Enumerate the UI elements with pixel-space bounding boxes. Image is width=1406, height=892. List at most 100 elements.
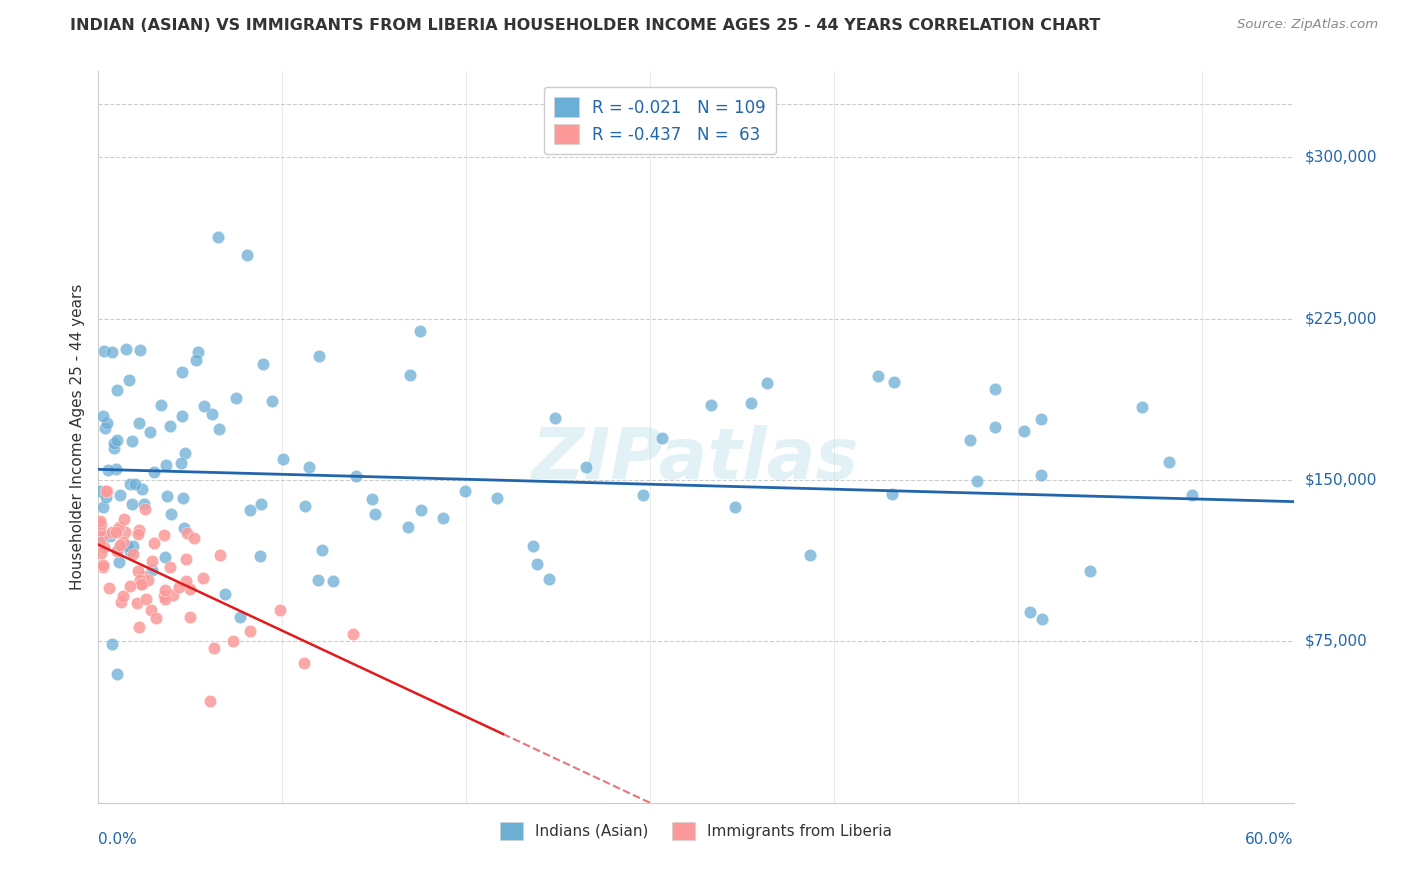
Point xyxy=(159,419,181,434)
Point xyxy=(139,425,162,439)
Point xyxy=(249,498,271,512)
Point xyxy=(134,502,156,516)
Text: ZIPatlas: ZIPatlas xyxy=(533,425,859,493)
Point xyxy=(273,452,295,467)
Point xyxy=(176,526,198,541)
Point xyxy=(983,382,1005,396)
Point xyxy=(408,324,430,338)
Point xyxy=(93,421,115,435)
Point xyxy=(307,573,329,587)
Point xyxy=(174,552,197,566)
Point xyxy=(1031,612,1053,626)
Point xyxy=(172,365,194,379)
Point xyxy=(193,399,215,413)
Point xyxy=(110,488,132,502)
Point xyxy=(143,536,166,550)
Point xyxy=(108,538,131,552)
Point xyxy=(360,491,382,506)
Point xyxy=(135,591,157,606)
Point xyxy=(156,489,179,503)
Point xyxy=(89,484,111,499)
Point xyxy=(153,549,176,564)
Point xyxy=(89,515,111,529)
Point xyxy=(396,520,419,534)
Point xyxy=(174,446,197,460)
Point xyxy=(131,576,153,591)
Point xyxy=(105,433,128,447)
Point xyxy=(120,579,142,593)
Point xyxy=(129,343,152,357)
Point xyxy=(89,524,111,538)
Point xyxy=(174,574,197,589)
Point xyxy=(160,507,183,521)
Point xyxy=(169,581,191,595)
Point xyxy=(128,416,150,430)
Point xyxy=(172,491,194,506)
Point xyxy=(631,488,654,502)
Point xyxy=(141,563,163,577)
Text: Source: ZipAtlas.com: Source: ZipAtlas.com xyxy=(1237,18,1378,31)
Point xyxy=(170,456,193,470)
Point xyxy=(172,409,194,423)
Point xyxy=(432,510,454,524)
Point xyxy=(90,532,112,546)
Point xyxy=(108,555,131,569)
Point xyxy=(131,482,153,496)
Point xyxy=(1029,412,1052,426)
Point xyxy=(91,558,114,572)
Point xyxy=(104,525,127,540)
Point xyxy=(97,463,120,477)
Point xyxy=(575,460,598,475)
Point xyxy=(186,353,208,368)
Point xyxy=(1012,424,1035,438)
Point xyxy=(984,420,1007,434)
Point xyxy=(229,610,252,624)
Point xyxy=(104,462,127,476)
Point xyxy=(322,574,344,588)
Point xyxy=(209,548,232,562)
Point xyxy=(294,500,316,514)
Point xyxy=(724,500,747,515)
Y-axis label: Householder Income Ages 25 - 44 years: Householder Income Ages 25 - 44 years xyxy=(69,284,84,591)
Point xyxy=(107,541,129,556)
Point xyxy=(866,369,889,384)
Text: $300,000: $300,000 xyxy=(1305,150,1376,165)
Point xyxy=(122,548,145,562)
Point xyxy=(202,640,225,655)
Point xyxy=(522,539,544,553)
Point xyxy=(1180,488,1202,502)
Point xyxy=(101,345,124,359)
Point xyxy=(308,349,330,363)
Point xyxy=(153,527,176,541)
Point xyxy=(959,433,981,447)
Point xyxy=(115,342,138,356)
Point xyxy=(252,357,274,371)
Point xyxy=(128,620,150,634)
Point xyxy=(193,570,215,584)
Point xyxy=(132,569,155,583)
Point xyxy=(112,589,135,603)
Point xyxy=(89,517,111,532)
Point xyxy=(139,603,162,617)
Point xyxy=(103,441,125,455)
Point xyxy=(162,588,184,602)
Point xyxy=(118,373,141,387)
Point xyxy=(883,375,905,389)
Point xyxy=(155,591,177,606)
Legend: Indians (Asian), Immigrants from Liberia: Indians (Asian), Immigrants from Liberia xyxy=(494,815,898,847)
Point xyxy=(214,587,236,601)
Point xyxy=(159,559,181,574)
Point xyxy=(201,408,224,422)
Point xyxy=(207,230,229,244)
Point xyxy=(121,434,143,448)
Point xyxy=(129,573,152,587)
Point xyxy=(485,491,508,505)
Point xyxy=(117,539,139,553)
Point xyxy=(292,656,315,670)
Point xyxy=(342,627,364,641)
Point xyxy=(398,368,420,383)
Point xyxy=(128,523,150,537)
Point xyxy=(94,483,117,498)
Point xyxy=(96,483,118,498)
Point xyxy=(179,582,201,597)
